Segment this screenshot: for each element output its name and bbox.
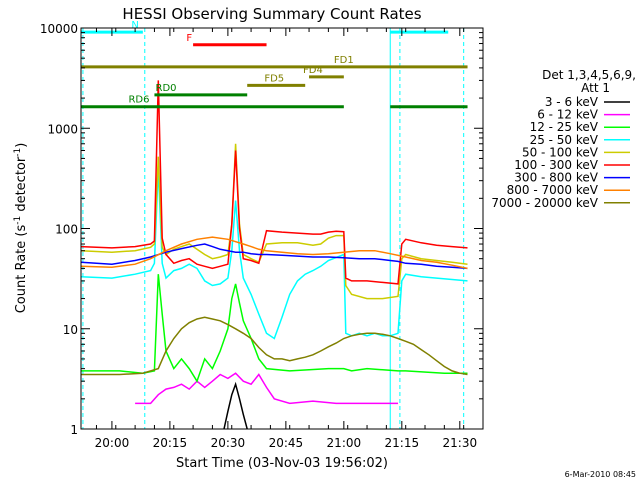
annotation-label-n: N [131,20,138,31]
y-tick-label-0: 1 [70,423,78,437]
annotation-label-f: F [186,33,192,44]
series-lines [81,80,468,429]
annotation-label-rd6: RD6 [128,95,149,106]
annotation-bars: N F FD1 FD4 FD5 RD0 RD6 [81,20,468,109]
series-line-5 [81,80,468,285]
annotation-label-rd0: RD0 [156,83,177,94]
axis-ticks: 20:00 20:15 20:30 20:45 21:00 21:15 21:30 1 10 10… [40,22,484,450]
x-tick-label-5: 21:15 [385,436,420,450]
legend-title: Det 1,3,4,5,6,9, [542,68,636,82]
legend-label-3: 25 - 50 keV [530,133,599,147]
x-tick-label-2: 20:30 [211,436,246,450]
series-line-8 [81,316,468,376]
legend-attenuator: Att 1 [581,81,610,95]
series-line-7 [81,236,468,270]
legend-label-1: 6 - 12 keV [537,108,599,122]
legend-label-6: 300 - 800 keV [514,171,598,185]
legend-label-5: 100 - 300 keV [514,158,598,172]
series-line-2 [81,274,468,383]
y-tick-label-4: 10000 [40,22,78,36]
y-axis-label: Count Rate (s-1 detector-1) [13,143,29,314]
x-axis-label: Start Time (03-Nov-03 19:56:02) [176,456,388,471]
legend-label-7: 800 - 7000 keV [507,183,599,197]
x-tick-label-0: 20:00 [95,436,130,450]
x-tick-label-6: 21:30 [443,436,478,450]
y-tick-label-3: 1000 [47,122,78,136]
x-tick-label-3: 20:45 [269,436,304,450]
series-line-0 [223,381,248,429]
legend-label-4: 50 - 100 keV [522,145,599,159]
series-line-6 [81,243,468,270]
footer-timestamp: 6-Mar-2010 08:45 [565,470,636,479]
chart-title: HESSI Observing Summary Count Rates [122,5,421,23]
x-tick-label-1: 20:15 [153,436,188,450]
y-tick-label-1: 10 [63,323,78,337]
legend-label-0: 3 - 6 keV [545,95,599,109]
legend-label-2: 12 - 25 keV [530,120,599,134]
legend-label-8: 7000 - 20000 keV [491,196,598,210]
vertical-markers [82,28,465,429]
x-tick-label-4: 21:00 [327,436,362,450]
annotation-label-fd1: FD1 [334,55,354,66]
y-tick-label-2: 100 [55,223,78,237]
annotation-label-fd4: FD4 [303,65,323,76]
series-line-1 [135,372,398,405]
annotation-label-fd5: FD5 [264,73,284,84]
